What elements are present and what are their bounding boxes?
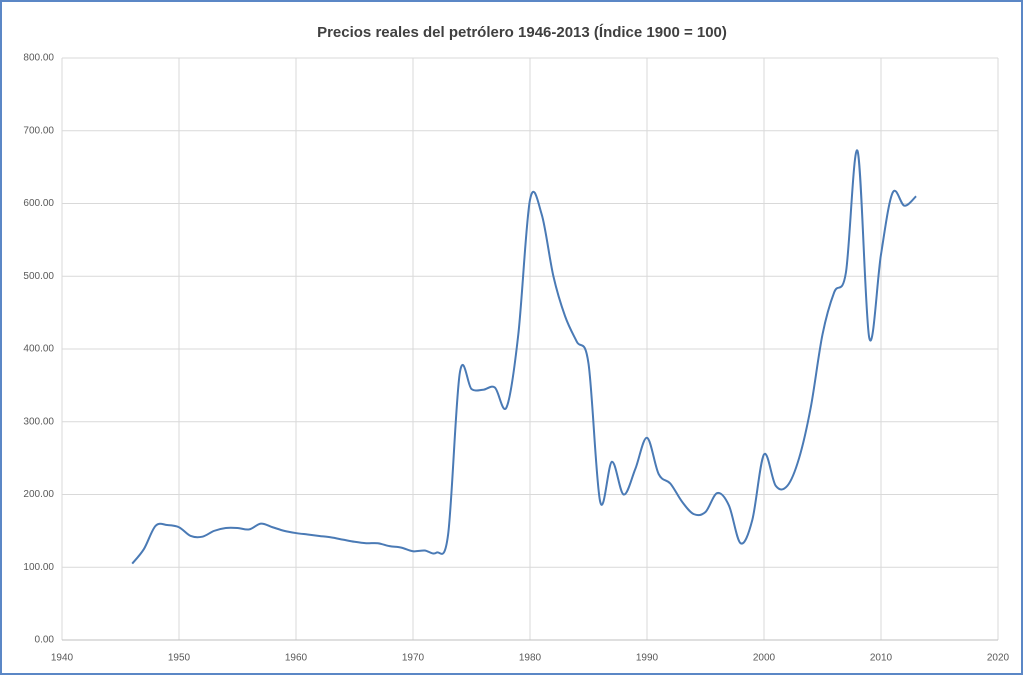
- x-tick-label: 2020: [987, 653, 1010, 664]
- y-tick-label: 500.00: [23, 271, 54, 282]
- chart-title: Precios reales del petrólero 1946-2013 (…: [317, 24, 727, 41]
- x-tick-label: 1980: [519, 653, 542, 664]
- data-line: [131, 149, 917, 565]
- y-tick-label: 800.00: [23, 53, 54, 64]
- y-tick-label: 300.00: [23, 416, 54, 427]
- x-tick-label: 1950: [168, 653, 191, 664]
- x-tick-label: 1990: [636, 653, 659, 664]
- y-tick-label: 0.00: [35, 635, 55, 646]
- x-tick-label: 1970: [402, 653, 425, 664]
- y-tick-label: 200.00: [23, 489, 54, 500]
- y-tick-label: 100.00: [23, 562, 54, 573]
- x-tick-label: 1940: [51, 653, 74, 664]
- y-tick-label: 600.00: [23, 198, 54, 209]
- y-tick-label: 400.00: [23, 344, 54, 355]
- x-tick-label: 1960: [285, 653, 308, 664]
- x-tick-label: 2010: [870, 653, 893, 664]
- y-tick-label: 700.00: [23, 125, 54, 136]
- x-tick-label: 2000: [753, 653, 776, 664]
